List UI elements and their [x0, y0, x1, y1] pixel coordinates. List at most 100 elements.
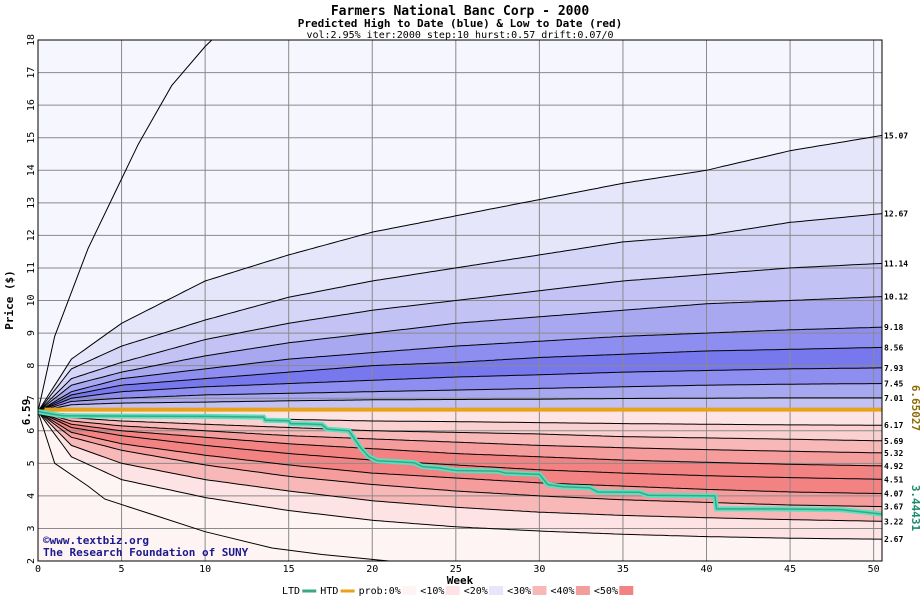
high-band-0 — [38, 40, 882, 412]
y-tick-label: 5 — [26, 460, 37, 466]
y-tick-label: 14 — [26, 164, 37, 176]
legend-label-7: <50% — [594, 586, 618, 597]
x-tick-label: 5 — [119, 564, 125, 575]
percentile-value-label: 6.17 — [884, 421, 903, 430]
legend-swatch-7 — [619, 586, 634, 595]
y-tick-label: 12 — [26, 229, 37, 241]
percentile-line-3.22 — [37, 411, 883, 522]
x-tick-label: 25 — [450, 564, 462, 575]
x-tick-label: 40 — [700, 564, 712, 575]
percentile-line-4.07 — [37, 411, 883, 495]
high-band-4 — [38, 296, 882, 412]
percentile-line-5.69 — [37, 411, 882, 442]
x-tick-label: 10 — [199, 564, 211, 575]
high-band-8 — [38, 383, 882, 412]
y-axis-label: Price ($) — [3, 270, 16, 330]
y-tick-label: 17 — [26, 67, 37, 79]
percentile-line-8.56 — [37, 346, 883, 412]
percentile-value-label: 4.07 — [884, 490, 903, 499]
y-tick-label: 15 — [26, 132, 37, 144]
legend: LTD HTD prob:0% <10% <20% <30% <40% <50% — [282, 586, 634, 597]
y-tick-label: 8 — [26, 363, 37, 369]
y-tick-label: 18 — [26, 34, 37, 46]
y-tick-label: 3 — [26, 525, 37, 531]
legend-label-0: LTD — [282, 586, 300, 597]
percentile-line-10.12 — [37, 296, 883, 412]
chart-title: Farmers National Banc Corp - 2000 — [331, 4, 589, 19]
percentile-line-7.93 — [37, 367, 882, 412]
high-band-5 — [38, 327, 882, 412]
percentile-line-3.67 — [37, 411, 883, 508]
percentile-value-label: 11.14 — [884, 259, 908, 268]
x-tick-label: 20 — [366, 564, 378, 575]
low-band-outer — [38, 411, 882, 561]
percentile-value-label: 5.32 — [884, 449, 903, 458]
low-band-8 — [38, 411, 882, 540]
percentile-line-15.07 — [37, 134, 883, 412]
percentile-line-4.92 — [37, 411, 883, 467]
y-tick-label: 7 — [26, 395, 37, 401]
chart-params: vol:2.95% iter:2000 step:10 hurst:0.57 d… — [306, 30, 613, 41]
low-band-3 — [38, 411, 882, 466]
credit-line-2: The Research Foundation of SUNY — [43, 546, 249, 559]
high-extreme-line — [37, 39, 213, 412]
y-tick-label: 10 — [26, 294, 37, 306]
high-band-2 — [38, 213, 882, 412]
y-tick-label: 16 — [26, 99, 37, 111]
percentile-value-label: 7.93 — [884, 364, 903, 373]
percentile-value-label: 4.51 — [884, 475, 903, 484]
x-tick-label: 35 — [617, 564, 629, 575]
chart-subtitle: Predicted High to Date (blue) & Low to D… — [298, 17, 623, 30]
legend-swatch-2 — [402, 586, 417, 595]
y-tick-label: 11 — [26, 262, 37, 274]
y-tick-label: 13 — [26, 197, 37, 209]
percentile-line-7.01 — [37, 397, 882, 412]
percentile-value-label: 7.01 — [884, 394, 903, 403]
y-tick-label: 4 — [26, 493, 37, 499]
percentile-value-label: 3.22 — [884, 517, 903, 526]
percentile-value-label: 7.45 — [884, 380, 903, 389]
x-tick-label: 0 — [35, 564, 41, 575]
legend-label-5: <30% — [507, 586, 531, 597]
x-axis-ticks: 0 5 10 15 20 25 30 35 40 45 50 — [35, 564, 880, 575]
htd-line — [38, 407, 882, 414]
percentile-line-12.67 — [37, 213, 883, 412]
legend-swatch-5 — [532, 586, 547, 595]
legend-swatch-3 — [445, 586, 460, 595]
percentile-line-2.67 — [37, 411, 883, 540]
low-band-2 — [38, 411, 882, 453]
percentile-value-label: 9.18 — [884, 323, 903, 332]
legend-label-6: <40% — [551, 586, 575, 597]
x-tick-label: 15 — [283, 564, 295, 575]
series-lines — [37, 407, 883, 517]
x-tick-label: 30 — [533, 564, 545, 575]
percentile-value-label: 4.92 — [884, 462, 903, 471]
percentile-labels: 15.07 12.67 11.14 10.12 9.18 8.56 7.93 7.45 7.01… — [884, 131, 908, 544]
x-axis-label: Week — [447, 574, 474, 587]
percentile-value-label: 10.12 — [884, 293, 908, 302]
legend-label-3: <10% — [420, 586, 444, 597]
x-tick-label: 50 — [868, 564, 880, 575]
x-tick-label: 45 — [784, 564, 796, 575]
percentile-line-11.14 — [37, 262, 883, 412]
low-extreme-line — [37, 411, 390, 562]
percentile-value-label: 5.69 — [884, 437, 903, 446]
percentile-value-label: 3.67 — [884, 503, 903, 512]
percentile-line-5.32 — [37, 411, 883, 454]
credit-line-1: ©www.textbiz.org — [43, 534, 149, 547]
percentile-lines — [37, 39, 883, 562]
legend-swatch-6 — [575, 586, 590, 595]
low-band-5 — [38, 411, 882, 494]
y-axis-ticks: 2 3 4 5 6 7 8 9 10 11 12 13 14 15 16 17 18 — [26, 34, 37, 564]
low-band-6 — [38, 411, 882, 507]
legend-swatch-4 — [489, 586, 504, 595]
legend-label-2: prob:0% — [359, 586, 401, 597]
percentile-value-label: 15.07 — [884, 131, 908, 140]
start-value-label: 6.59 — [20, 399, 33, 426]
legend-label-4: <20% — [464, 586, 488, 597]
y-tick-label: 6 — [26, 428, 37, 434]
percentile-value-label: 8.56 — [884, 343, 903, 352]
high-band-1 — [38, 135, 882, 412]
y-tick-label: 9 — [26, 330, 37, 336]
